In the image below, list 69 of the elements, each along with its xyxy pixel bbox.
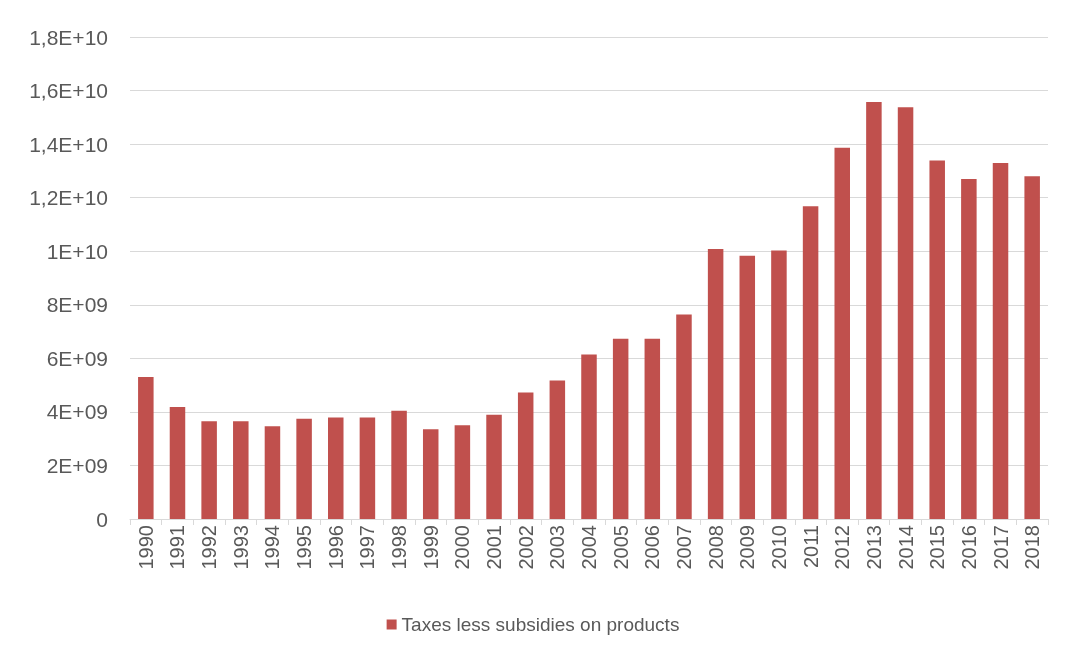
x-tick-label: 2012 [831,525,854,570]
bar [264,426,281,519]
bar [771,250,787,519]
bar [454,425,471,519]
x-tick-label: 1994 [261,525,284,570]
x-tick-label: 2005 [609,525,632,570]
x-tick-label: 2002 [514,525,537,570]
x-tick-label: 1995 [293,525,316,570]
x-tick-label: 2009 [736,525,759,570]
bar [676,314,692,519]
x-tick-label: 1990 [134,525,157,570]
x-tick-label: 1992 [198,525,221,570]
x-tick-label: 2001 [483,525,506,570]
bar [802,206,819,519]
x-tick-label: 2004 [578,525,600,570]
x-tick-label: 2008 [704,525,727,570]
y-tick-label: 2E+09 [46,453,108,477]
bar [739,255,756,519]
x-tick-label: 1993 [229,525,252,570]
x-tick-label: 2003 [546,525,569,570]
bar [1024,176,1040,519]
y-tick-label: 1,6E+10 [29,79,108,103]
x-tick-label: 2015 [926,525,949,570]
bar [929,160,945,519]
y-tick-label: 1,2E+10 [29,186,108,210]
bar [486,414,502,519]
y-tick-label: 0 [96,507,108,531]
bar [169,407,186,519]
bar [992,163,1009,519]
bar [391,410,407,519]
bar [138,377,154,519]
x-tick-label: 2011 [799,525,822,569]
y-tick-label: 8E+09 [46,293,108,317]
x-tick-label: 1998 [388,525,411,570]
x-tick-label: 2000 [451,525,474,570]
y-tick-label: 1E+10 [46,239,108,263]
x-tick-label: 2018 [1021,525,1044,570]
y-tick-label: 1,4E+10 [29,132,108,156]
bar [201,421,217,519]
x-tick-label: 2006 [641,525,664,570]
bar [644,338,661,519]
x-tick-label: 2014 [894,525,917,570]
bar [834,147,850,519]
x-tick-label: 2017 [989,525,1012,570]
x-tick-label: 2010 [767,525,790,570]
bar [296,418,312,519]
bar [707,249,724,519]
bar [233,421,249,519]
x-tick-label: 1991 [166,525,189,570]
bar [581,354,597,519]
x-tick-label: 2013 [862,525,885,570]
bar [549,380,566,519]
bar [961,178,977,519]
bar [897,107,914,519]
bar [359,417,376,519]
x-tick-label: 1999 [419,525,442,570]
y-tick-label: 6E+09 [46,346,108,370]
bar [517,392,534,519]
legend-label: Taxes less subsidies on products [401,614,680,635]
y-tick-label: 1,8E+10 [29,25,108,49]
x-tick-label: 1996 [324,525,347,570]
bar [866,102,882,519]
y-tick-label: 4E+09 [46,400,108,424]
x-tick-label: 2007 [672,525,695,570]
x-tick-label: 2016 [957,525,980,570]
bar [422,429,439,519]
x-tick-label: 1997 [356,525,379,570]
bar [612,338,629,519]
bar [328,417,344,519]
